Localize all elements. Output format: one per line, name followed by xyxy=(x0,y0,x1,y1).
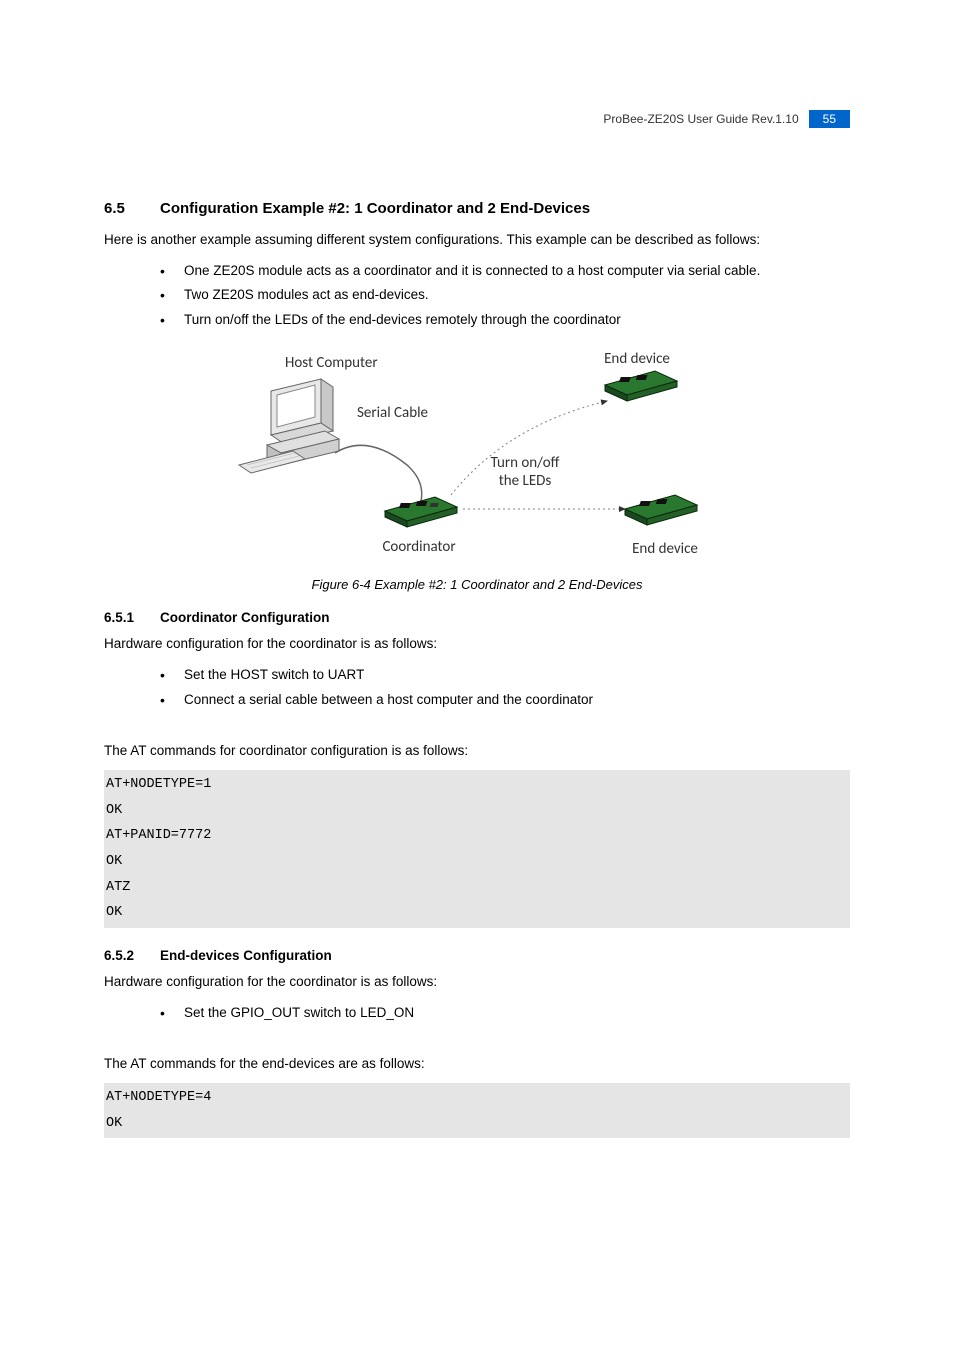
end-device-top-pcb xyxy=(605,371,677,401)
section-intro: Here is another example assuming differe… xyxy=(104,227,850,253)
code-line: OK xyxy=(106,900,848,926)
list-item: Turn on/off the LEDs of the end-devices … xyxy=(160,308,850,333)
figure-caption: Figure 6-4 Example #2: 1 Coordinator and… xyxy=(312,577,643,592)
list-item: Set the HOST switch to UART xyxy=(160,663,850,688)
figure-6-4: Host Computer xyxy=(104,345,850,598)
section-title: Configuration Example #2: 1 Coordinator … xyxy=(160,200,590,217)
code-line: OK xyxy=(106,798,848,824)
label-end-device-bottom: End device xyxy=(632,540,698,558)
page-header: ProBee-ZE20S User Guide Rev.1.10 55 xyxy=(603,110,850,128)
list-item: Connect a serial cable between a host co… xyxy=(160,688,850,713)
page-number: 55 xyxy=(809,110,850,128)
subsection2-bullets: Set the GPIO_OUT switch to LED_ON xyxy=(104,1001,850,1026)
subsection-title: End-devices Configuration xyxy=(160,948,332,963)
page-body: 6.5 Configuration Example #2: 1 Coordina… xyxy=(0,0,954,1238)
subsection-heading-6-5-2: 6.5.2 End-devices Configuration xyxy=(104,948,850,963)
list-item: Two ZE20S modules act as end-devices. xyxy=(160,283,850,308)
label-serial-cable: Serial Cable xyxy=(357,404,428,422)
list-item: Set the GPIO_OUT switch to LED_ON xyxy=(160,1001,850,1026)
subsection2-intro: Hardware configuration for the coordinat… xyxy=(104,969,850,995)
code-line: ATZ xyxy=(106,875,848,901)
code-line: OK xyxy=(106,1111,848,1137)
label-host-computer: Host Computer xyxy=(285,354,378,372)
subsection-heading-6-5-1: 6.5.1 Coordinator Configuration xyxy=(104,610,850,625)
section-heading-6-5: 6.5 Configuration Example #2: 1 Coordina… xyxy=(104,200,850,217)
label-end-device-top: End device xyxy=(604,350,670,368)
list-item: One ZE20S module acts as a coordinator a… xyxy=(160,259,850,284)
code-line: AT+NODETYPE=1 xyxy=(106,772,848,798)
code-block-end-devices: AT+NODETYPE=4 OK xyxy=(104,1083,850,1138)
computer-icon xyxy=(239,379,339,473)
code-line: AT+PANID=7772 xyxy=(106,823,848,849)
subsection1-at-intro: The AT commands for coordinator configur… xyxy=(104,738,850,764)
subsection-number: 6.5.2 xyxy=(104,948,160,963)
code-block-coordinator: AT+NODETYPE=1 OK AT+PANID=7772 OK ATZ OK xyxy=(104,770,850,928)
diagram-svg: Host Computer xyxy=(207,345,747,565)
coordinator-pcb xyxy=(385,497,457,527)
section-bullets: One ZE20S module acts as a coordinator a… xyxy=(104,259,850,333)
subsection2-at-intro: The AT commands for the end-devices are … xyxy=(104,1051,850,1077)
section-number: 6.5 xyxy=(104,200,160,217)
label-turn-leds-2: the LEDs xyxy=(499,472,552,490)
label-coordinator: Coordinator xyxy=(382,538,455,556)
subsection-number: 6.5.1 xyxy=(104,610,160,625)
doc-title: ProBee-ZE20S User Guide Rev.1.10 xyxy=(603,110,808,128)
subsection1-intro: Hardware configuration for the coordinat… xyxy=(104,631,850,657)
end-device-bottom-pcb xyxy=(625,495,697,525)
subsection-title: Coordinator Configuration xyxy=(160,610,329,625)
code-line: OK xyxy=(106,849,848,875)
code-line: AT+NODETYPE=4 xyxy=(106,1085,848,1111)
label-turn-leds-1: Turn on/off xyxy=(491,454,560,472)
serial-cable-line xyxy=(335,445,422,501)
subsection1-bullets: Set the HOST switch to UART Connect a se… xyxy=(104,663,850,713)
